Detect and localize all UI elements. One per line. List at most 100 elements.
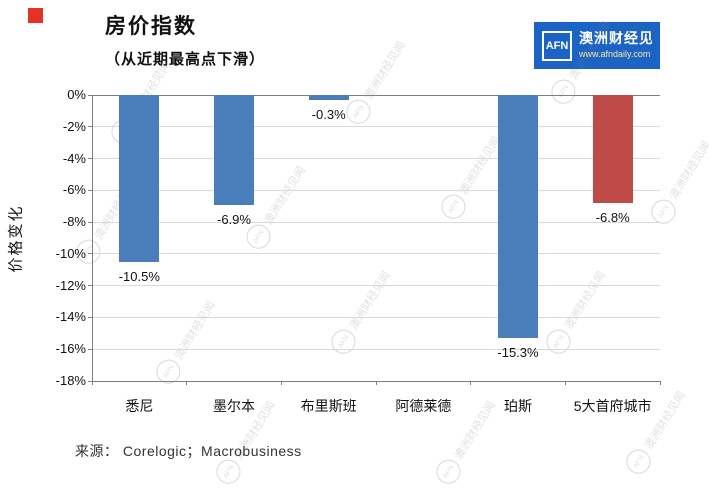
- bar-data-label: -10.5%: [118, 268, 160, 284]
- y-tick-label: -2%: [62, 118, 86, 134]
- watermark-afn-circle-icon: AFN: [341, 95, 375, 129]
- bar-6: [592, 95, 633, 204]
- y-axis-title: 价格变化: [7, 204, 25, 273]
- afn-logo-text: 澳洲财经见闻 www.afndaily.com: [579, 31, 652, 59]
- watermark: AFN 澳洲财经见闻: [431, 396, 502, 489]
- x-tick-mark: [659, 381, 661, 385]
- gridline: [92, 158, 660, 160]
- bar-data-label: -15.3%: [497, 345, 539, 361]
- gridline: [92, 221, 660, 223]
- x-tick-mark: [564, 381, 566, 385]
- y-tick-mark: [88, 158, 92, 160]
- y-tick-label: -10%: [55, 245, 86, 261]
- watermark-afn-circle-icon: AFN: [71, 235, 105, 269]
- gridline: [92, 316, 660, 318]
- x-tick-mark: [91, 381, 93, 385]
- watermark: AFN 澳洲财经见闻: [71, 176, 142, 269]
- x-axis-label: 悉尼: [125, 398, 154, 414]
- afn-logo-url: www.afndaily.com: [579, 48, 651, 59]
- afn-logo: AFN 澳洲财经见闻 www.afndaily.com: [534, 22, 660, 69]
- title-block: 房价指数 （从近期最高点下滑）: [105, 10, 265, 69]
- watermark-afn-circle-icon: AFN: [546, 75, 580, 109]
- watermark-text: 澳洲财经见闻: [667, 139, 709, 202]
- afn-logo-name: 澳洲财经见闻: [579, 31, 652, 47]
- x-tick-mark: [280, 381, 282, 385]
- watermark-afn-circle-icon: AFN: [541, 325, 575, 359]
- watermark-afn-circle-icon: AFN: [241, 220, 275, 254]
- y-tick-mark: [88, 253, 92, 255]
- watermark-afn-circle-icon: AFN: [436, 190, 470, 224]
- bar-data-label: -6.8%: [595, 210, 630, 226]
- watermark-afn-circle-icon: AFN: [431, 455, 465, 489]
- y-tick-mark: [88, 189, 92, 191]
- watermark: AFN 澳洲财经见闻: [241, 161, 312, 254]
- bar-data-label: -0.3%: [311, 106, 346, 122]
- watermark-afn-circle-icon: AFN: [151, 355, 185, 389]
- watermark-text: 澳洲财经见闻: [457, 134, 503, 197]
- x-axis-label: 珀斯: [504, 398, 532, 414]
- y-tick-label: -4%: [62, 150, 86, 166]
- bar-2: [214, 95, 254, 205]
- y-tick-label: -16%: [55, 341, 86, 357]
- watermark: AFN 澳洲财经见闻: [341, 36, 412, 129]
- afn-logo-abbr: AFN: [545, 39, 569, 52]
- watermark: AFN 澳洲财经见闻: [621, 386, 692, 479]
- y-tick-label: -8%: [62, 214, 86, 230]
- watermark: AFN 澳洲财经见闻: [541, 266, 612, 359]
- watermark-afn-circle-icon: AFN: [106, 115, 140, 149]
- red-corner-mark: [28, 8, 43, 23]
- afn-logo-box: AFN: [542, 30, 572, 61]
- source-note: 来源： Corelogic；Macrobusiness: [75, 443, 302, 459]
- x-axis-label: 布里斯班: [300, 398, 357, 414]
- watermark-text: 澳洲财经见闻: [347, 269, 393, 332]
- watermark-text: 澳洲财经见闻: [642, 389, 688, 452]
- watermark: AFN 澳洲财经见闻: [106, 56, 177, 149]
- bar-5: [498, 95, 538, 339]
- y-tick-mark: [88, 94, 92, 96]
- bar-1: [119, 95, 160, 262]
- chart-subtitle: （从近期最高点下滑）: [105, 51, 266, 68]
- watermark: AFN 澳洲财经见闻: [646, 136, 709, 229]
- watermark-text: 澳洲财经见闻: [362, 39, 408, 102]
- y-tick-label: -18%: [55, 373, 86, 388]
- x-axis-label: 5大首府城市: [573, 398, 652, 414]
- x-tick-mark: [186, 381, 188, 385]
- gridline: [92, 126, 660, 128]
- watermark-text: 澳洲财经见闻: [562, 269, 608, 332]
- watermark-afn-circle-icon: AFN: [326, 325, 360, 359]
- watermark-text: 澳洲财经见闻: [92, 179, 138, 242]
- y-tick-mark: [88, 380, 92, 382]
- y-tick-label: -6%: [62, 182, 86, 198]
- gridline: [92, 189, 660, 191]
- watermark: AFN 澳洲财经见闻: [436, 131, 507, 224]
- watermark-afn-circle-icon: AFN: [621, 445, 655, 479]
- y-tick-label: 0%: [67, 87, 86, 102]
- watermark-text: 澳洲财经见闻: [452, 399, 498, 462]
- watermark: AFN 澳洲财经见闻: [326, 266, 397, 359]
- x-tick-mark: [375, 381, 377, 385]
- x-tick-mark: [470, 381, 472, 385]
- y-axis-line: [91, 95, 93, 381]
- y-tick-mark: [88, 285, 92, 287]
- gridline: [92, 285, 660, 287]
- y-tick-mark: [88, 316, 92, 318]
- y-tick-label: -14%: [55, 309, 86, 325]
- bar-3: [308, 95, 349, 100]
- y-tick-label: -12%: [55, 277, 86, 293]
- watermark-afn-circle-icon: AFN: [646, 195, 680, 229]
- axis-line: [92, 380, 660, 382]
- gridline: [92, 348, 660, 350]
- y-tick-mark: [88, 221, 92, 223]
- watermark-text: 澳洲财经见闻: [172, 299, 218, 362]
- bar-data-label: -6.9%: [217, 211, 251, 227]
- axis-line: [92, 94, 660, 96]
- watermark: AFN 澳洲财经见闻: [151, 296, 222, 389]
- gridline: [92, 253, 660, 255]
- y-tick-mark: [88, 348, 92, 350]
- x-axis-label: 墨尔本: [213, 398, 255, 414]
- x-axis-label: 阿德莱德: [395, 398, 452, 414]
- chart-title: 房价指数: [105, 15, 197, 38]
